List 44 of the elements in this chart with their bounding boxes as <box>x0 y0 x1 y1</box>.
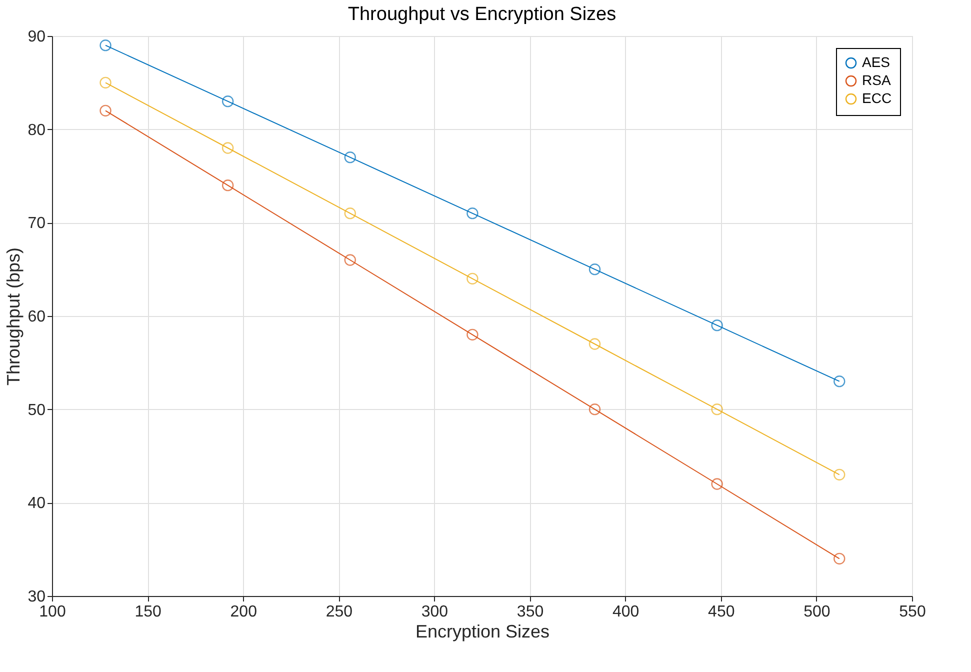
x-tick-label: 450 <box>708 604 735 620</box>
y-tick-label: 60 <box>28 308 46 326</box>
point <box>222 96 234 108</box>
y-axis-title: Throughput (bps) <box>4 247 24 386</box>
point <box>466 328 478 340</box>
point <box>466 272 478 284</box>
point <box>711 404 723 416</box>
point <box>711 320 723 332</box>
x-tick-label: 150 <box>134 604 162 620</box>
x-tick-label: 250 <box>326 604 353 620</box>
point <box>100 104 112 116</box>
point <box>344 254 356 266</box>
point <box>100 40 112 52</box>
point <box>100 76 112 88</box>
y-tick-label: 40 <box>28 495 46 512</box>
point <box>711 478 723 490</box>
point <box>834 468 846 480</box>
point <box>834 552 846 564</box>
point <box>588 338 601 350</box>
point <box>222 180 234 192</box>
chart-title: Throughput vs Encryption Sizes <box>348 4 616 25</box>
point <box>588 404 601 416</box>
y-tick-label: 90 <box>28 28 46 46</box>
y-tick-label: 80 <box>28 122 46 139</box>
x-tick-label: 100 <box>39 604 66 620</box>
x-tick-label: 550 <box>899 604 926 620</box>
x-tick-label: 200 <box>230 604 258 620</box>
legend-label: ECC <box>862 90 892 106</box>
point <box>344 152 356 164</box>
point <box>222 142 234 154</box>
point <box>344 208 356 220</box>
x-tick-label: 500 <box>804 604 830 620</box>
y-tick-label: 30 <box>28 588 46 606</box>
y-tick-label: 70 <box>28 215 46 232</box>
x-tick-label: 400 <box>612 604 640 620</box>
x-tick-label: 300 <box>421 604 448 620</box>
y-tick-label: 50 <box>28 402 46 419</box>
x-tick-label: 350 <box>516 604 544 620</box>
point <box>834 376 846 388</box>
legend-label: RSA <box>862 72 892 88</box>
x-axis-title: Encryption Sizes <box>415 622 550 642</box>
legend-label: AES <box>862 54 890 70</box>
point <box>588 264 601 276</box>
point <box>466 208 478 220</box>
